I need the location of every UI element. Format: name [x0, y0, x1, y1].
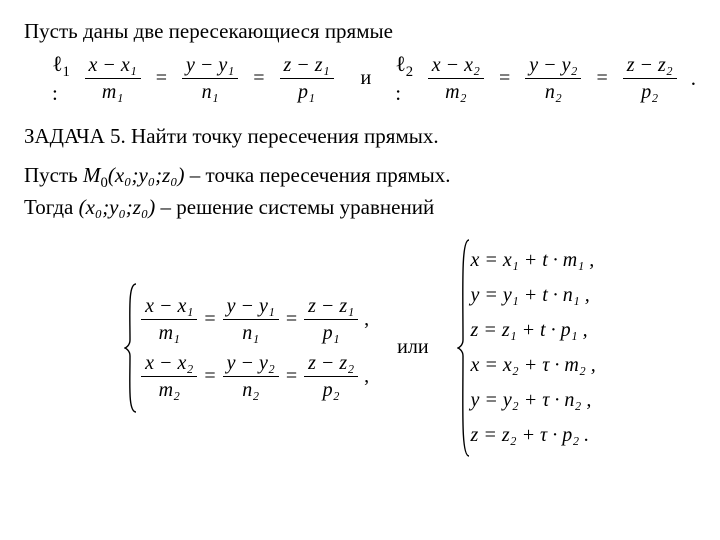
l2-frac-1: y − y₂n₂ [525, 53, 581, 104]
final-period: . [691, 66, 696, 91]
system-2: x = x₁ + t · m₁ , y = y₁ + t · n₁ , z = … [457, 238, 596, 458]
system-1-row-0: x − x₁m₁ = y − y₁n₁ = z − z₁p₁ , [138, 294, 369, 345]
system-2-body: x = x₁ + t · m₁ , y = y₁ + t · n₁ , z = … [471, 246, 596, 450]
system-2-row: z = z₂ + τ · p₂ . [471, 421, 596, 450]
system-2-row: y = y₂ + τ · n₂ , [471, 386, 596, 415]
systems-row: x − x₁m₁ = y − y₁n₁ = z − z₁p₁ , x − x₂m… [24, 238, 696, 458]
brace-icon [124, 282, 138, 414]
lines-definition: ℓ1 : x − x₁m₁ = y − y₁n₁ = z − z₁p₁ и ℓ2… [52, 51, 696, 106]
l2-frac-0: x − x₂m₂ [428, 53, 484, 104]
line1-label: ℓ1 : [52, 51, 74, 106]
l2-frac-2: z − z₂p₂ [623, 53, 677, 104]
l1-frac-1: y − y₁n₁ [182, 53, 238, 104]
system-1-body: x − x₁m₁ = y − y₁n₁ = z − z₁p₁ , x − x₂m… [138, 294, 369, 402]
l1-frac-0: x − x₁m₁ [85, 53, 141, 104]
system-1: x − x₁m₁ = y − y₁n₁ = z − z₁p₁ , x − x₂m… [124, 282, 369, 414]
system-1-row-1: x − x₂m₂ = y − y₂n₂ = z − z₂p₂ , [138, 351, 369, 402]
system-2-row: x = x₂ + τ · m₂ , [471, 351, 596, 380]
line2-label: ℓ2 : [395, 51, 417, 106]
task-title: ЗАДАЧА 5. Найти точку пересечения прямых… [24, 124, 696, 149]
intro-text: Пусть даны две пересекающиеся прямые [24, 18, 696, 45]
system-2-row: z = z₁ + t · p₁ , [471, 316, 596, 345]
or-word: или [397, 336, 428, 359]
page-root: Пусть даны две пересекающиеся прямые ℓ1 … [0, 0, 720, 468]
eq-sign: = [156, 67, 167, 90]
and-word: и [361, 67, 372, 90]
l1-frac-2: z − z₁p₁ [280, 53, 334, 104]
eq-sign: = [499, 67, 510, 90]
system-2-row: y = y₁ + t · n₁ , [471, 281, 596, 310]
let-line: Пусть M0(x₀;y₀;z₀) – точка пересечения п… [24, 163, 696, 192]
eq-sign: = [253, 67, 264, 90]
system-2-row: x = x₁ + t · m₁ , [471, 246, 596, 275]
brace-icon [457, 238, 471, 458]
eq-sign: = [596, 67, 607, 90]
then-line: Тогда (x₀;y₀;z₀) – решение системы уравн… [24, 195, 696, 220]
